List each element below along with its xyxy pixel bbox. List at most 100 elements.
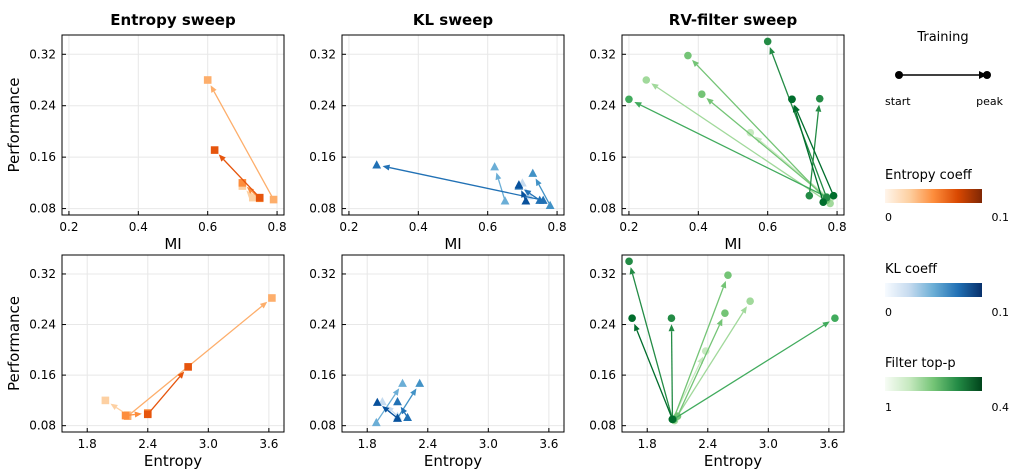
trajectory-line xyxy=(147,376,181,415)
trajectory-arrowhead xyxy=(692,59,700,68)
peak-marker xyxy=(667,314,676,323)
start-marker xyxy=(829,191,838,200)
series-3 xyxy=(528,168,555,209)
peak-marker xyxy=(724,271,732,280)
x-axis-label: MI xyxy=(164,235,181,253)
x-tick-label: 3.0 xyxy=(199,437,218,451)
kl-colorbar-max: 0.1 xyxy=(992,306,1010,319)
plot-frame xyxy=(61,34,285,216)
y-tick-label: 0.16 xyxy=(309,368,336,382)
trajectory-arrowhead xyxy=(246,186,255,194)
trajectory-arrowhead xyxy=(521,190,527,198)
y-axis-label: Performance xyxy=(5,77,23,172)
trajectory-line xyxy=(711,101,828,199)
plot-frame xyxy=(621,254,845,433)
plot-frame xyxy=(341,34,565,216)
peak-marker xyxy=(268,294,276,302)
series-5 xyxy=(372,397,402,422)
trajectory-arrowhead xyxy=(651,83,659,90)
series-3 xyxy=(669,271,732,424)
trajectory-line xyxy=(673,311,744,421)
kl-colorbar-min: 0 xyxy=(885,306,892,319)
y-axis-label: Performance xyxy=(5,296,23,391)
trajectory-line xyxy=(389,166,544,201)
x-tick-label: 1.8 xyxy=(78,437,97,451)
filter-colorbar-max: 0.4 xyxy=(992,401,1010,414)
trajectory-line xyxy=(676,324,721,417)
x-tick-label: 3.0 xyxy=(759,437,778,451)
trajectory-line xyxy=(396,393,414,419)
training-legend-start-label: start xyxy=(885,95,911,108)
y-tick-label: 0.16 xyxy=(29,368,56,382)
trajectory-arrowhead xyxy=(634,101,642,108)
series-6 xyxy=(625,257,677,424)
trajectory-line xyxy=(796,110,835,196)
peak-marker xyxy=(238,179,247,187)
chart-panel-2: 0.2 0.4 0.6 0.8 0.08 0.16 0.24 0.32 KL sweep MI xyxy=(309,11,566,253)
y-tick-label: 0.32 xyxy=(589,267,616,281)
peak-marker xyxy=(210,146,219,154)
entropy-colorbar-title: Entropy coeff xyxy=(885,168,973,183)
start-marker xyxy=(521,196,531,205)
trajectory-arrowhead xyxy=(629,267,636,275)
start-marker xyxy=(668,415,677,424)
kl-colorbar xyxy=(885,283,982,297)
x-axis-label: Entropy xyxy=(144,452,202,470)
start-marker xyxy=(248,193,257,202)
start-marker xyxy=(805,191,814,200)
peak-marker xyxy=(184,363,192,371)
series-2 xyxy=(123,294,276,420)
trajectory-arrowhead xyxy=(400,406,408,415)
x-tick-label: 0.6 xyxy=(198,220,217,234)
chart-panel-6: 1.8 2.4 3.0 3.6 0.08 0.16 0.24 0.32 Entropy xyxy=(589,254,845,470)
training-legend-title: Training xyxy=(916,30,968,45)
x-tick-label: 3.6 xyxy=(259,437,278,451)
peak-marker xyxy=(528,168,538,177)
x-tick-label: 3.6 xyxy=(819,437,838,451)
trajectory-arrowhead xyxy=(177,371,185,379)
filter-colorbar xyxy=(885,377,982,391)
y-tick-label: 0.24 xyxy=(29,99,56,113)
plot-frame xyxy=(621,34,845,216)
x-tick-label: 0.6 xyxy=(478,220,497,234)
chart-title: RV-filter sweep xyxy=(669,11,798,29)
x-tick-label: 3.0 xyxy=(479,437,498,451)
chart-panel-5: 1.8 2.4 3.0 3.6 0.08 0.16 0.24 0.32 Entropy xyxy=(309,254,565,470)
x-tick-label: 2.4 xyxy=(698,437,717,451)
series-5 xyxy=(372,160,548,204)
x-tick-label: 0.8 xyxy=(548,220,567,234)
x-tick-label: 3.6 xyxy=(539,437,558,451)
legend: Training start peak Entropy coeff 0 0.1 … xyxy=(885,30,1009,414)
y-tick-label: 0.16 xyxy=(29,150,56,164)
series-6 xyxy=(514,180,531,205)
y-tick-label: 0.08 xyxy=(589,419,616,433)
trajectory-line xyxy=(538,184,551,206)
trajectory-arrowhead xyxy=(815,104,822,112)
chart-panel-1: 0.2 0.4 0.6 0.8 0.08 0.16 0.24 0.32 Entropy swee… xyxy=(5,11,287,253)
x-axis-label: MI xyxy=(444,235,461,253)
kl-colorbar-title: KL coeff xyxy=(885,262,938,277)
trajectory-arrowhead xyxy=(110,403,118,411)
peak-marker xyxy=(415,378,425,387)
peak-marker xyxy=(398,378,407,387)
peak-marker xyxy=(625,95,633,104)
x-tick-label: 0.8 xyxy=(828,220,847,234)
x-tick-label: 0.2 xyxy=(59,220,78,234)
series-9 xyxy=(788,95,838,200)
peak-marker xyxy=(746,128,755,137)
trajectory-arrowhead xyxy=(716,318,723,327)
peak-marker xyxy=(788,95,796,104)
trajectory-arrowhead xyxy=(392,388,400,396)
trajectory-arrowhead xyxy=(634,323,640,332)
series-4 xyxy=(673,309,729,420)
x-tick-label: 2.4 xyxy=(418,437,437,451)
trajectory-line xyxy=(127,305,263,417)
y-tick-label: 0.08 xyxy=(589,202,616,216)
y-tick-label: 0.32 xyxy=(29,267,56,281)
series-5 xyxy=(669,314,839,424)
peak-marker xyxy=(203,76,212,84)
trajectory-arrowhead xyxy=(410,388,417,396)
x-tick-label: 0.4 xyxy=(129,220,148,234)
y-tick-label: 0.24 xyxy=(29,318,56,332)
